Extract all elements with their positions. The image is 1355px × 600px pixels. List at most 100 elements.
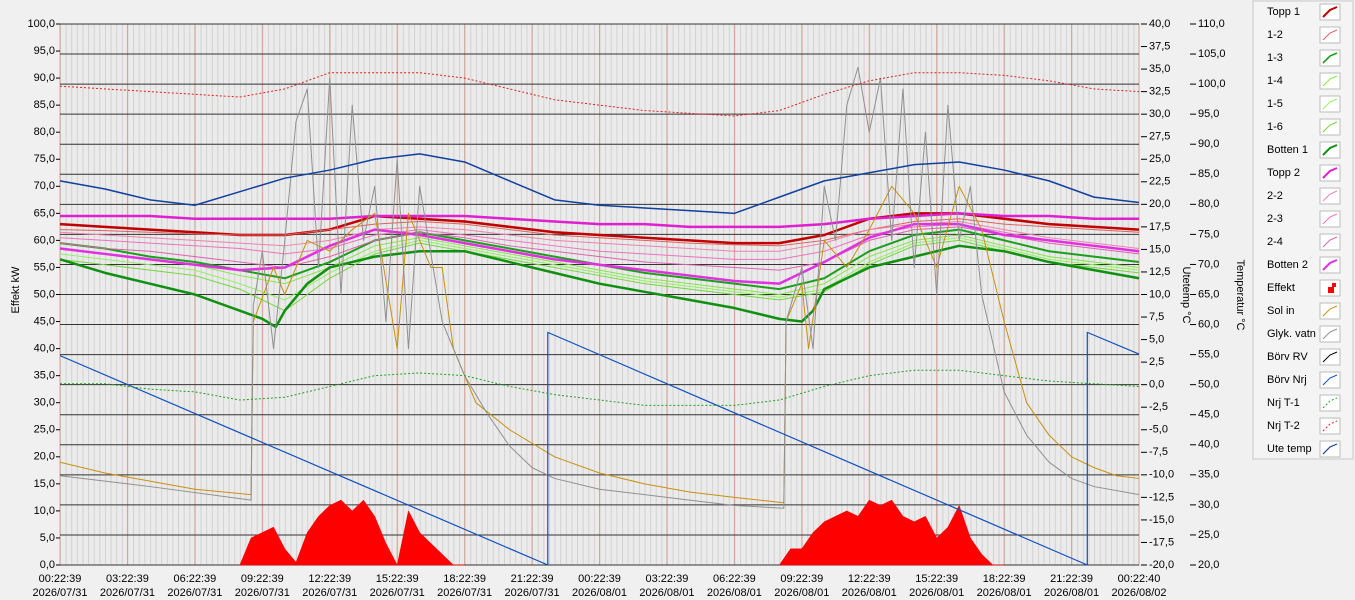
x-tick-label: 00:22:39 <box>578 573 621 585</box>
x-tick-label: 2026/07/31 <box>167 587 222 599</box>
y3-tick-label: 105,0 <box>1198 48 1226 60</box>
legend-swatch <box>1322 75 1338 87</box>
y3-tick-label: 65,0 <box>1198 288 1219 300</box>
y2-axis-title: Utetemp °C <box>1180 267 1192 324</box>
legend-label: 1-2 <box>1267 29 1283 41</box>
x-tick-label: 18:22:39 <box>443 573 486 585</box>
legend-item: Börv Nrj <box>1267 371 1341 389</box>
legend-label: 1-3 <box>1267 52 1283 64</box>
legend-item: 1-3 <box>1267 49 1341 67</box>
x-tick-label: 21:22:39 <box>1050 573 1093 585</box>
y2-tick-label: -5,0 <box>1149 424 1168 436</box>
legend-label: Botten 1 <box>1267 144 1308 156</box>
legend-swatch-box <box>1319 394 1341 412</box>
y2-tick-label: 37,5 <box>1149 40 1170 52</box>
y-tick-label: 15,0 <box>34 478 55 490</box>
x-tick-label: 00:22:39 <box>39 573 82 585</box>
y2-tick-label: -20,0 <box>1149 559 1174 571</box>
x-tick-label: 2026/07/31 <box>32 587 87 599</box>
line <box>59 226 1140 271</box>
legend-swatch-box <box>1319 440 1341 458</box>
y2-tick-label: -7,5 <box>1149 446 1168 458</box>
y-tick-label: 80,0 <box>34 126 55 138</box>
legend-item: Topp 1 <box>1267 3 1341 21</box>
x-tick-label: 2026/08/01 <box>639 587 694 599</box>
x-tick-label: 2026/08/01 <box>1044 587 1099 599</box>
legend-swatch-box <box>1319 141 1341 159</box>
x-tick-label: 03:22:39 <box>106 573 149 585</box>
legend-label: Börv RV <box>1267 351 1308 363</box>
legend-swatch <box>1322 6 1338 18</box>
y2-tick-label: 0,0 <box>1149 379 1164 391</box>
x-tick-label: 2026/08/01 <box>774 587 829 599</box>
line <box>59 185 1140 504</box>
legend-item: Botten 2 <box>1267 256 1341 274</box>
y2-tick-label: -15,0 <box>1149 514 1174 526</box>
line <box>60 212 1139 229</box>
x-tick-label: 2026/07/31 <box>505 587 560 599</box>
line <box>59 244 1140 329</box>
legend-swatch-box <box>1319 233 1341 251</box>
legend-swatch <box>1322 213 1338 225</box>
legend-swatch <box>1322 397 1338 409</box>
y-tick-label: 55,0 <box>34 261 55 273</box>
legend-swatch-box <box>1319 26 1341 44</box>
y3-tick-label: 95,0 <box>1198 108 1219 120</box>
x-tick-label: 12:22:39 <box>308 573 351 585</box>
y-tick-label: 45,0 <box>34 315 55 327</box>
legend-item: Nrj T-2 <box>1267 417 1341 435</box>
legend-item: Effekt <box>1267 279 1341 297</box>
y3-tick-label: 45,0 <box>1198 409 1219 421</box>
y2-tick-label: 12,5 <box>1149 266 1170 278</box>
x-tick-label: 2026/08/01 <box>842 587 897 599</box>
legend-label: 2-2 <box>1267 190 1283 202</box>
legend-swatch-box <box>1319 187 1341 205</box>
legend-swatch <box>1322 328 1338 340</box>
legend-swatch-box <box>1319 3 1341 21</box>
y2-tick-label: 15,0 <box>1149 243 1170 255</box>
legend-label: Effekt <box>1267 282 1295 294</box>
y2-tick-label: 2,5 <box>1149 356 1164 368</box>
y2-tick-label: -10,0 <box>1149 469 1174 481</box>
y2-tick-label: 22,5 <box>1149 176 1170 188</box>
y3-tick-label: 55,0 <box>1198 349 1219 361</box>
legend-label: Topp 1 <box>1267 6 1300 18</box>
x-tick-label: 09:22:39 <box>780 573 823 585</box>
y-tick-label: 85,0 <box>34 99 55 111</box>
legend-item: 2-2 <box>1267 187 1341 205</box>
x-tick-label: 15:22:39 <box>915 573 958 585</box>
line <box>59 66 1140 509</box>
legend-swatch <box>1324 283 1336 293</box>
legend-label: 2-3 <box>1267 213 1283 225</box>
y2-tick-label: 40,0 <box>1149 18 1170 30</box>
y3-tick-label: 110,0 <box>1198 18 1225 30</box>
legend-swatch <box>1322 236 1338 248</box>
legend-item: Nrj T-1 <box>1267 394 1341 412</box>
y2-tick-label: 7,5 <box>1149 311 1164 323</box>
legend-swatch <box>1322 420 1338 432</box>
y2-tick-label: 25,0 <box>1149 153 1170 165</box>
line <box>60 369 1140 406</box>
legend-swatch <box>1322 167 1338 179</box>
y-tick-label: 20,0 <box>34 451 55 463</box>
y2-tick-label: -12,5 <box>1149 491 1174 503</box>
y3-tick-label: 50,0 <box>1198 379 1219 391</box>
line <box>59 331 1140 566</box>
y2-tick-label: 32,5 <box>1149 86 1170 98</box>
x-tick-label: 2026/07/31 <box>100 587 155 599</box>
legend-label: Sol in <box>1267 305 1295 317</box>
y3-tick-label: 40,0 <box>1198 439 1219 451</box>
legend-swatch-box <box>1319 417 1341 435</box>
line <box>59 220 1140 252</box>
area <box>239 499 1005 566</box>
line <box>59 153 1140 215</box>
legend-swatch-box <box>1319 49 1341 67</box>
legend-label: Topp 2 <box>1267 167 1300 179</box>
x-tick-label: 2026/08/01 <box>909 587 964 599</box>
legend-swatch <box>1322 305 1338 317</box>
legend-label: 1-5 <box>1267 98 1283 110</box>
legend-swatch-box <box>1319 118 1341 136</box>
y3-tick-label: 30,0 <box>1198 499 1219 511</box>
legend-item: 1-4 <box>1267 72 1341 90</box>
